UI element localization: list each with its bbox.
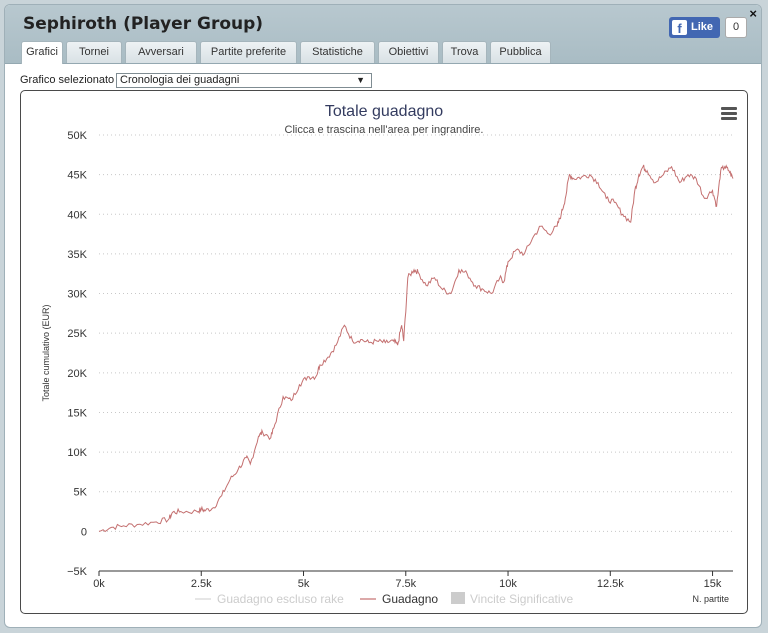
- legend-label-excluded-rake: Guadagno escluso rake: [217, 592, 344, 606]
- tab-statistiche[interactable]: Statistiche: [300, 41, 375, 63]
- chevron-down-icon: ▼: [356, 75, 365, 85]
- y-tick-label: 15K: [67, 407, 87, 419]
- x-tick-label: 15k: [704, 578, 722, 590]
- x-tick-label: 0k: [93, 578, 105, 590]
- x-tick-label: 10k: [499, 578, 517, 590]
- tab-tornei[interactable]: Tornei: [66, 41, 122, 63]
- chart-title: Totale guadagno: [325, 103, 443, 120]
- x-axis-label: N. partite: [692, 594, 729, 604]
- x-tick-label: 12.5k: [597, 578, 624, 590]
- series-line-1[interactable]: [98, 164, 734, 533]
- y-tick-label: 5K: [74, 487, 88, 499]
- grid-layer: [99, 134, 733, 572]
- tab-trova[interactable]: Trova: [442, 41, 487, 63]
- x-tick-label: 7.5k: [395, 578, 416, 590]
- window-title: Sephiroth (Player Group): [23, 14, 264, 34]
- x-tick-label: 5k: [298, 578, 310, 590]
- hamburger-menu-icon[interactable]: [721, 107, 737, 121]
- close-icon[interactable]: ×: [749, 6, 757, 21]
- tab-partite-preferite[interactable]: Partite preferite: [200, 41, 297, 63]
- chart-selector-value: Cronologia dei guadagni: [120, 74, 240, 86]
- y-tick-label: −5K: [67, 566, 88, 578]
- tab-avversari[interactable]: Avversari: [125, 41, 197, 63]
- tick-layer: −5K 0 5K 10K 15K 20K 25K 30K 35K 40K 45K 50K 0k 2.5k 5…: [67, 130, 722, 590]
- y-tick-label: 25K: [67, 328, 87, 340]
- earnings-chart[interactable]: Totale guadagno Clicca e trascina nell'a…: [21, 91, 747, 613]
- y-tick-label: 50K: [67, 130, 87, 142]
- y-tick-label: 40K: [67, 209, 87, 221]
- chart-container[interactable]: Totale guadagno Clicca e trascina nell'a…: [20, 90, 748, 614]
- y-tick-label: 0: [81, 526, 87, 538]
- facebook-like-label: Like: [691, 21, 714, 33]
- player-group-window: Sephiroth (Player Group) f Like 0 × Graf…: [4, 4, 762, 628]
- legend-label-significant-wins: Vincite Significative: [470, 592, 573, 606]
- legend-item-significant-wins[interactable]: Vincite Significative: [451, 592, 573, 606]
- tab-pubblica[interactable]: Pubblica: [490, 41, 551, 63]
- y-tick-label: 10K: [67, 447, 87, 459]
- y-tick-label: 20K: [67, 368, 87, 380]
- y-axis-label: Totale cumulativo (EUR): [41, 304, 51, 401]
- y-tick-label: 35K: [67, 249, 87, 261]
- chart-subtitle: Clicca e trascina nell'area per ingrandi…: [285, 124, 484, 136]
- y-tick-label: 30K: [67, 289, 87, 301]
- legend-label-guadagno: Guadagno: [382, 592, 438, 606]
- x-tick-label: 2.5k: [191, 578, 212, 590]
- chart-legend: Guadagno escluso rake Guadagno Vincite S…: [195, 592, 573, 606]
- facebook-like-button[interactable]: f Like: [669, 17, 720, 38]
- facebook-icon: f: [672, 20, 687, 36]
- chart-selector-dropdown[interactable]: Cronologia dei guadagni ▼: [116, 73, 372, 88]
- tab-obiettivi[interactable]: Obiettivi: [378, 41, 439, 63]
- tab-grafici[interactable]: Grafici: [21, 41, 63, 64]
- legend-item-excluded-rake[interactable]: Guadagno escluso rake: [195, 592, 344, 606]
- series-layer: [98, 164, 734, 533]
- chart-selector-label: Grafico selezionato: [20, 74, 115, 86]
- window-titlebar: Sephiroth (Player Group) f Like 0 × Graf…: [5, 5, 761, 64]
- facebook-like-count: 0: [725, 17, 747, 38]
- y-tick-label: 45K: [67, 170, 87, 182]
- legend-item-guadagno[interactable]: Guadagno: [360, 592, 438, 606]
